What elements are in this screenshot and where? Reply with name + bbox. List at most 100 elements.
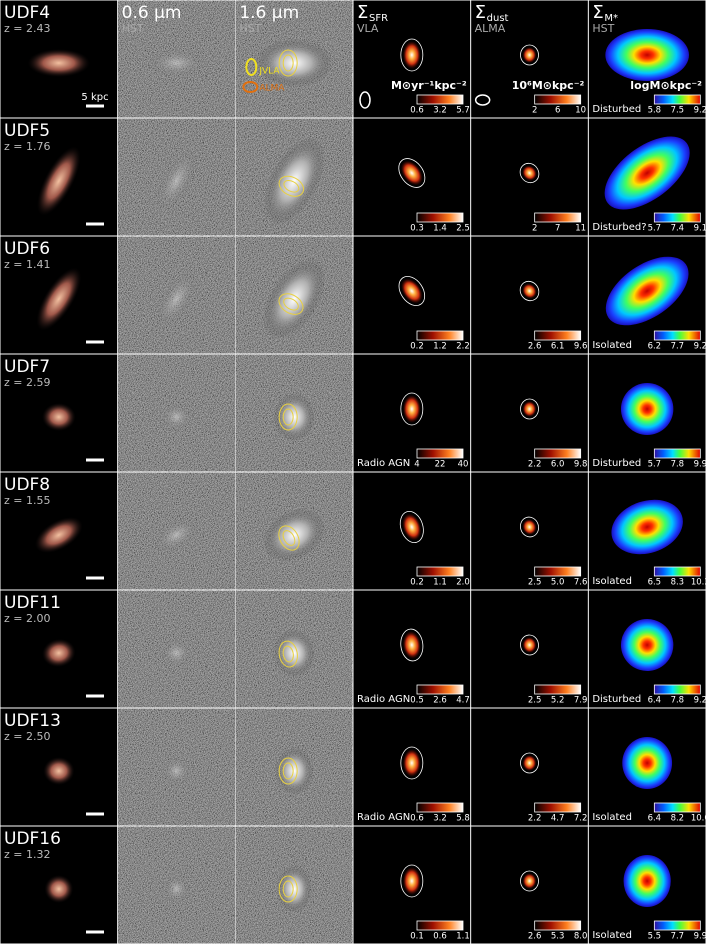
galaxy-name: UDF4 [4, 3, 50, 23]
note: Disturbed [592, 458, 641, 469]
column-title: Σ [357, 2, 368, 23]
jvla-contour [278, 757, 298, 785]
map-blob [522, 165, 537, 181]
colorbar-tick-label: 5.5 [648, 932, 662, 942]
colorbar-tick-label: 2.2 [456, 342, 470, 352]
contour [519, 280, 540, 302]
colorbar-tick-label: 2.5 [528, 578, 542, 588]
colorbar [534, 802, 582, 813]
colorbar-tick-label: 7.8 [671, 460, 685, 470]
redshift: z = 1.76 [4, 140, 50, 153]
column-subtitle: VLA [357, 22, 379, 35]
colorbar-tick-label: 6.4 [648, 814, 662, 824]
contour [398, 158, 426, 188]
column-subtitle: HST [592, 22, 614, 35]
note: Radio AGN [357, 694, 410, 705]
galaxy-name: UDF7 [4, 357, 50, 377]
note: Isolated [592, 576, 632, 587]
column-subtitle: ALMA [475, 22, 506, 35]
colorbar-tick-label: 9.2 [694, 342, 706, 352]
mass-map [604, 136, 690, 210]
column-title: Σ [475, 2, 486, 23]
colorbar-tick-label: 5.8 [648, 106, 662, 116]
colorbar-tick-label: 1.1 [433, 578, 447, 588]
colorbar [416, 94, 464, 105]
colorbar [653, 94, 701, 105]
note: Radio AGN [357, 812, 410, 823]
colorbar [416, 330, 464, 341]
colorbar [653, 330, 701, 341]
map-blob [522, 637, 537, 653]
contour [520, 634, 539, 656]
galaxy-image [163, 875, 190, 903]
jvla-contour [283, 180, 300, 193]
colorbar [416, 212, 464, 223]
jvla-contour [282, 880, 294, 898]
note: Isolated [592, 930, 632, 941]
colorbar-tick-label: 2 [532, 106, 537, 116]
colorbar-tick-label: 5.3 [551, 932, 565, 942]
colorbar-tick-label: 6.0 [551, 460, 565, 470]
mass-map [623, 855, 671, 907]
colorbar-tick-label: 2.2 [528, 814, 542, 824]
scale-bar-label: 5 kpc [81, 92, 108, 103]
mass-map [622, 737, 673, 789]
colorbar [534, 212, 582, 223]
contour [520, 44, 539, 66]
colorbar-tick-label: 0.6 [410, 106, 424, 116]
galaxy-image [36, 146, 81, 216]
colorbar [416, 566, 464, 577]
jvla-contour [283, 297, 299, 311]
map-blob [522, 755, 537, 771]
galaxy-image [42, 638, 76, 668]
colorbar-tick-label: 6.5 [648, 578, 662, 588]
map-blob [402, 867, 421, 895]
colorbar-tick-label: 4 [414, 460, 419, 470]
colorbar-tick-label: 9.2 [694, 106, 706, 116]
colorbar-tick-label: 8.2 [671, 814, 685, 824]
jvla-contour [278, 49, 298, 77]
colorbar-tick-label: 0.2 [410, 342, 424, 352]
column-title: Σ [592, 2, 603, 23]
colorbar [653, 802, 701, 813]
jvla-contour [278, 293, 304, 315]
legend-alma [242, 81, 259, 93]
colorbar [416, 448, 464, 459]
colorbar [534, 566, 582, 577]
colorbar-tick-label: 2.6 [528, 342, 542, 352]
colorbar-tick-label: 2.6 [433, 696, 447, 706]
galaxy-name: UDF16 [4, 829, 61, 849]
colorbar-tick-label: 2.6 [528, 932, 542, 942]
colorbar-tick-label: 11 [575, 224, 586, 234]
colorbar [534, 330, 582, 341]
colorbar-tick-label: 1.2 [433, 342, 447, 352]
galaxy-image [155, 149, 198, 213]
map-blob [402, 41, 421, 69]
galaxy-name: UDF6 [4, 239, 50, 259]
galaxy-name: UDF11 [4, 593, 61, 613]
colorbar-unit: M⊙yr⁻¹kpc⁻² [391, 79, 467, 92]
column-title-subscript: M* [604, 13, 618, 24]
map-blob [402, 513, 422, 541]
beam [359, 91, 371, 109]
colorbar [534, 920, 582, 931]
jvla-contour [282, 762, 294, 780]
galaxy-image [273, 629, 316, 677]
colorbar-tick-label: 6.2 [648, 342, 662, 352]
colorbar-tick-label: 9.2 [694, 696, 706, 706]
galaxy-image [147, 49, 206, 77]
contour [398, 276, 426, 306]
colorbar [534, 448, 582, 459]
contour [520, 398, 539, 420]
colorbar-tick-label: 7 [555, 224, 560, 234]
contour [519, 516, 540, 538]
column-title-subscript: SFR [369, 13, 388, 24]
beam [474, 94, 491, 106]
legend-label: ALMA [259, 84, 285, 94]
galaxy-image [161, 403, 192, 431]
galaxy-name: UDF5 [4, 121, 50, 141]
legend-jvla [245, 58, 258, 76]
colorbar [653, 920, 701, 931]
